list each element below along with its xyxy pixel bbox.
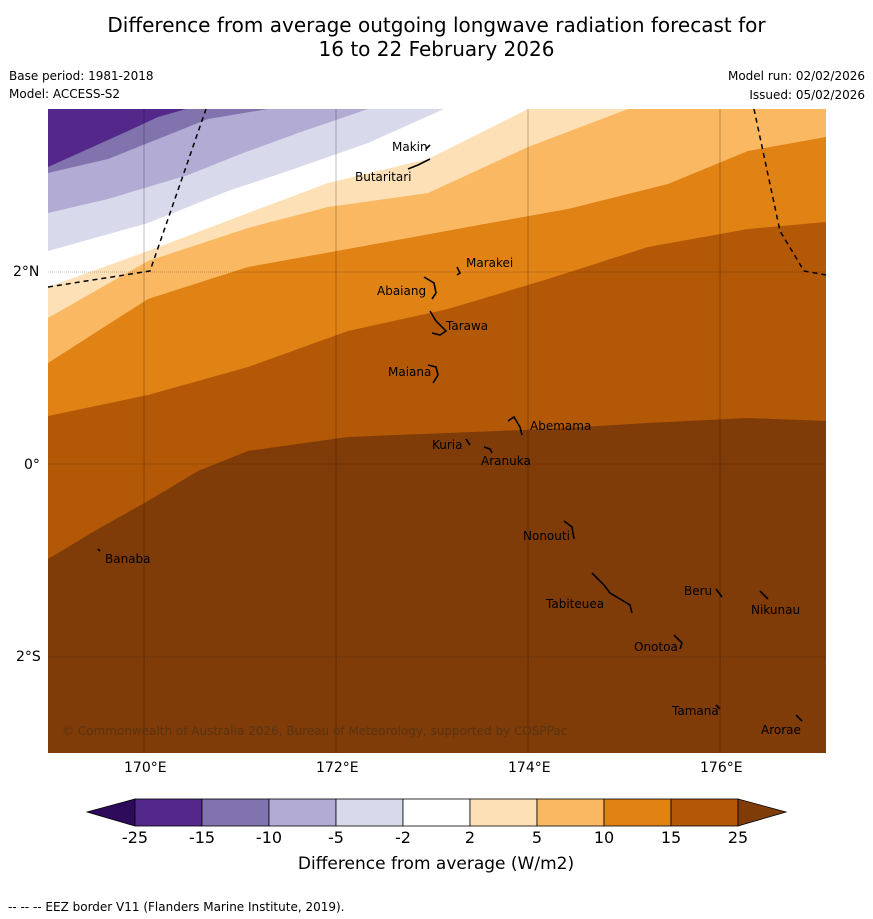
- island-label: Kuria: [432, 438, 463, 452]
- colorbar-title: Difference from average (W/m2): [297, 854, 575, 874]
- island-outlines: [97, 144, 803, 722]
- lat-tick-label: 0°: [24, 457, 40, 473]
- island-label: Tamana: [672, 704, 719, 718]
- lon-tick-label: 170°E: [124, 760, 167, 776]
- forecast-map: © Commonwealth of Australia 2026, Bureau…: [48, 109, 826, 753]
- colorbar-tick-label: -25: [121, 828, 149, 847]
- island-label: Onotoa: [634, 640, 678, 654]
- island-label: Maiana: [388, 365, 432, 379]
- lon-tick-label: 172°E: [316, 760, 359, 776]
- colorbar-tick-label: -15: [188, 828, 216, 847]
- colorbar-tick-label: -2: [395, 828, 411, 847]
- colorbar-segment: [737, 798, 788, 827]
- colorbar-segment: [268, 798, 337, 827]
- island-label: Abaiang: [377, 284, 427, 298]
- colorbar-tick-label: 10: [593, 828, 615, 847]
- band-minus15-minus25: [48, 109, 186, 167]
- island-label: Arorae: [761, 723, 801, 737]
- island-label: Beru: [684, 584, 713, 598]
- title-line-2: 16 to 22 February 2026: [318, 37, 555, 61]
- model-run-date: Model run: 02/02/2026: [727, 69, 865, 83]
- eez-footnote: -- -- -- EEZ border V11 (Flanders Marine…: [8, 900, 345, 914]
- island-label: Tarawa: [446, 319, 489, 333]
- lat-tick-label: 2°S: [16, 649, 41, 665]
- base-period: Base period: 1981-2018: [9, 69, 154, 83]
- colorbar-tick-label: 5: [531, 828, 543, 847]
- colorbar-tick-label: -10: [255, 828, 283, 847]
- lon-tick-label: 176°E: [700, 760, 743, 776]
- colorbar-tick-label: 15: [660, 828, 682, 847]
- island-label: Makin: [392, 140, 428, 154]
- colorbar-segment: [603, 798, 672, 827]
- issued-date: Issued: 05/02/2026: [749, 88, 865, 102]
- island-label: Abemama: [530, 419, 592, 433]
- island-label: Nonouti: [523, 529, 570, 543]
- eez-border: [48, 109, 826, 288]
- island-label: Marakei: [466, 256, 514, 270]
- graticule: [48, 109, 826, 753]
- island-label: Aranuka: [481, 454, 531, 468]
- colorbar-tick-label: -5: [328, 828, 344, 847]
- colorbar-segment: [201, 798, 270, 827]
- colorbar-tick-label: 2: [464, 828, 476, 847]
- colorbar-tick-label: 25: [727, 828, 749, 847]
- lat-tick-label: 2°N: [13, 264, 40, 280]
- colorbar-segment: [670, 798, 739, 827]
- island-label: Butaritari: [355, 170, 412, 184]
- colorbar-segment: [536, 798, 605, 827]
- copyright-notice: © Commonwealth of Australia 2026, Bureau…: [62, 724, 568, 738]
- island-label: Tabiteuea: [546, 597, 605, 611]
- colorbar: [85, 798, 788, 832]
- model-name: Model: ACCESS-S2: [9, 87, 121, 101]
- lon-tick-label: 174°E: [508, 760, 551, 776]
- title-line-1: Difference from average outgoing longwav…: [107, 13, 766, 37]
- island-label: Nikunau: [751, 603, 801, 617]
- colorbar-segment: [469, 798, 538, 827]
- colorbar-segment: [134, 798, 203, 827]
- island-label: Banaba: [105, 552, 151, 566]
- colorbar-segment: [402, 798, 471, 827]
- colorbar-segment: [85, 798, 136, 827]
- colorbar-segment: [335, 798, 404, 827]
